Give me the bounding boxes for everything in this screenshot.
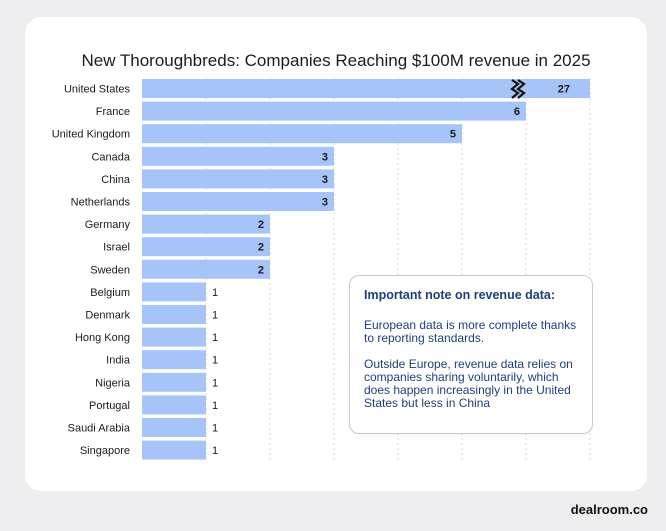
bar	[142, 440, 206, 460]
dealroom-logo: dealroom.co	[570, 502, 648, 517]
category-label: United States	[64, 84, 131, 96]
bar	[142, 395, 206, 415]
data-label: 6	[514, 106, 520, 118]
data-label: 2	[258, 219, 264, 231]
bar	[142, 282, 206, 302]
data-label: 5	[450, 129, 456, 141]
data-label: 1	[212, 423, 218, 435]
note-paragraph-1: European data is more complete thanks to…	[364, 318, 577, 345]
axis-break-icon	[510, 79, 520, 99]
data-label: 1	[212, 287, 218, 299]
axis-break-icon	[516, 79, 526, 99]
category-label: Belgium	[90, 287, 130, 299]
bar	[142, 350, 206, 370]
category-label: United Kingdom	[52, 129, 130, 141]
category-label: India	[106, 355, 131, 367]
bar	[142, 327, 206, 347]
revenue-note-box: Important note on revenue data: European…	[349, 275, 593, 434]
category-label: Israel	[103, 242, 130, 254]
note-paragraph-2: Outside Europe, revenue data relies on c…	[364, 357, 573, 410]
note-title: Important note on revenue data:	[364, 288, 555, 302]
bar	[142, 259, 270, 279]
bar	[142, 372, 206, 392]
bar	[142, 237, 270, 257]
data-label: 3	[322, 151, 328, 163]
data-label: 2	[258, 242, 264, 254]
bar	[142, 169, 334, 189]
bar	[142, 146, 334, 166]
category-label: Denmark	[85, 310, 130, 322]
category-label: France	[96, 106, 130, 118]
data-label: 1	[212, 445, 218, 457]
category-label: China	[101, 174, 131, 186]
data-label: 2	[258, 264, 264, 276]
category-label: Saudi Arabia	[68, 423, 131, 435]
bar	[142, 214, 270, 234]
data-label: 1	[212, 400, 218, 412]
data-label: 1	[212, 332, 218, 344]
bar	[142, 192, 334, 211]
category-label: Hong Kong	[75, 332, 130, 344]
bar	[142, 418, 206, 437]
data-label: 27	[558, 84, 570, 96]
category-label: Sweden	[90, 264, 130, 276]
category-label: Netherlands	[71, 197, 131, 209]
bar	[142, 305, 206, 324]
chart-title: New Thoroughbreds: Companies Reaching $1…	[81, 51, 591, 70]
data-label: 1	[212, 377, 218, 389]
bar	[142, 79, 590, 98]
category-label: Germany	[85, 219, 131, 231]
data-label: 3	[322, 197, 328, 209]
data-label: 1	[212, 310, 218, 322]
bar	[142, 124, 462, 144]
data-label: 1	[212, 355, 218, 367]
data-label: 3	[322, 174, 328, 186]
category-label: Canada	[91, 151, 130, 163]
category-label: Portugal	[89, 400, 130, 412]
category-label: Nigeria	[95, 377, 131, 389]
bar	[142, 101, 526, 121]
category-label: Singapore	[80, 445, 130, 457]
